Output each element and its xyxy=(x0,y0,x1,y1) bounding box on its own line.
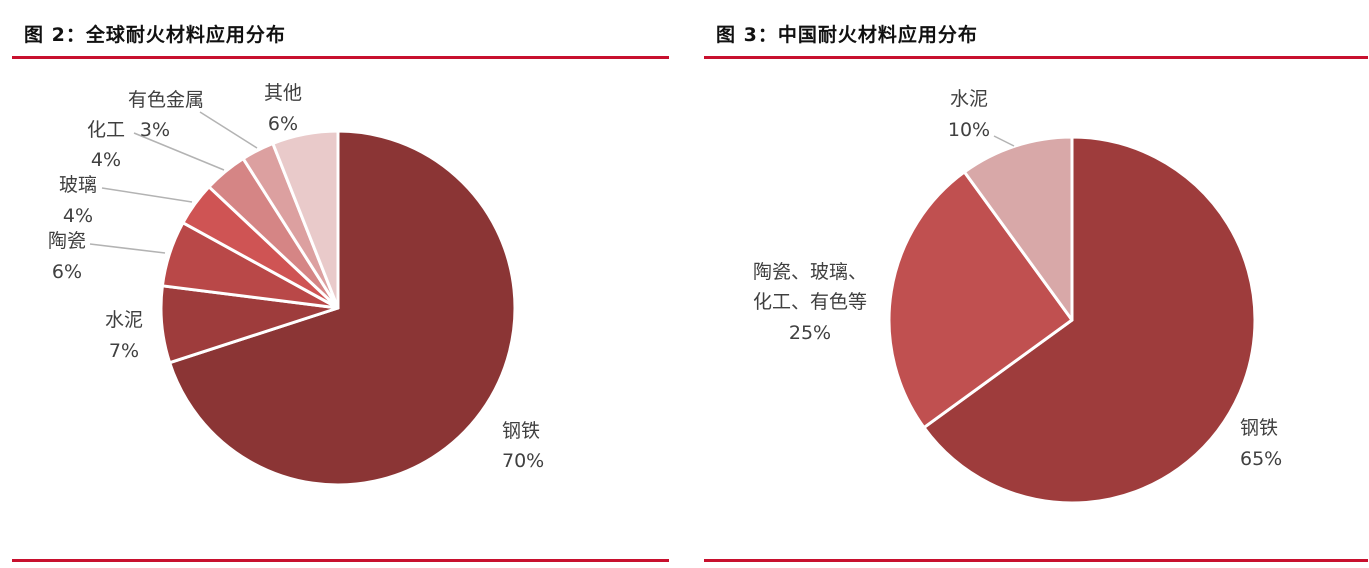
label-other: 其他 xyxy=(264,82,302,104)
slice-percent: 6% xyxy=(268,113,298,135)
pie-slice xyxy=(887,170,1074,430)
slice-percent: 4% xyxy=(63,205,93,227)
label-glass: 玻璃 xyxy=(59,174,97,196)
label-ceramics-glass-chemical-nonferrous: 陶瓷、玻璃、 xyxy=(753,261,867,283)
global-pie-chart: 钢铁 70% 水泥 7% 陶瓷 6% 玻璃 4% 化工 4% 有色金属 3% 其他 6% xyxy=(48,82,544,487)
pie-slices xyxy=(887,135,1257,505)
bottom-rule xyxy=(704,559,1368,562)
top-rule xyxy=(12,56,669,59)
leader-line xyxy=(199,111,258,149)
leader-line xyxy=(133,132,225,171)
leader-line xyxy=(993,135,1015,147)
china-pie-chart: 钢铁 65% 陶瓷、玻璃、化工、有色等 25% 水泥 10% xyxy=(753,88,1282,505)
pie-labels: 钢铁 65% 陶瓷、玻璃、化工、有色等 25% 水泥 10% xyxy=(753,88,1282,470)
label-cement: 水泥 xyxy=(950,88,988,110)
slice-percent: 25% xyxy=(789,322,831,344)
slice-percent: 10% xyxy=(948,119,990,141)
top-rule xyxy=(704,56,1368,59)
label-ceramics: 陶瓷 xyxy=(48,230,86,252)
pie-slices xyxy=(159,129,517,487)
global-refractory-chart-panel: 图 2：全球耐火材料应用分布 钢铁 70% 水泥 7% 陶瓷 6% 玻璃 4% 化工 4% 有色金属… xyxy=(12,0,669,568)
leader-line xyxy=(89,243,166,254)
slice-percent: 70% xyxy=(502,450,544,472)
slice-percent: 6% xyxy=(52,261,82,283)
pie-slice xyxy=(168,129,517,487)
pie-slice xyxy=(271,129,340,310)
label-steel: 钢铁 xyxy=(1240,417,1278,439)
label-ceramics-glass-chemical-nonferrous: 化工、有色等 xyxy=(753,291,867,313)
leader-line xyxy=(101,187,193,203)
label-steel: 钢铁 xyxy=(502,420,540,442)
slice-percent: 65% xyxy=(1240,448,1282,470)
label-nonferrous: 有色金属 xyxy=(128,89,204,111)
bottom-rule xyxy=(12,559,669,562)
slice-percent: 7% xyxy=(109,340,139,362)
slice-percent: 4% xyxy=(91,149,121,171)
china-refractory-chart-panel: 图 3：中国耐火材料应用分布 钢铁 65% 陶瓷、玻璃、 化工、有色等 25% 水泥 10% xyxy=(704,0,1368,568)
label-chemical: 化工 xyxy=(87,119,125,141)
pie-labels: 钢铁 70% 水泥 7% 陶瓷 6% 玻璃 4% 化工 4% 有色金属 3% 其他 6% xyxy=(48,82,544,472)
pie-slice xyxy=(962,135,1074,322)
figure-title: 图 3：中国耐火材料应用分布 xyxy=(716,24,978,46)
slice-percent: 3% xyxy=(140,119,170,141)
figure-title: 图 2：全球耐火材料应用分布 xyxy=(24,24,286,46)
pie-slice xyxy=(922,135,1257,505)
label-cement: 水泥 xyxy=(105,309,143,331)
